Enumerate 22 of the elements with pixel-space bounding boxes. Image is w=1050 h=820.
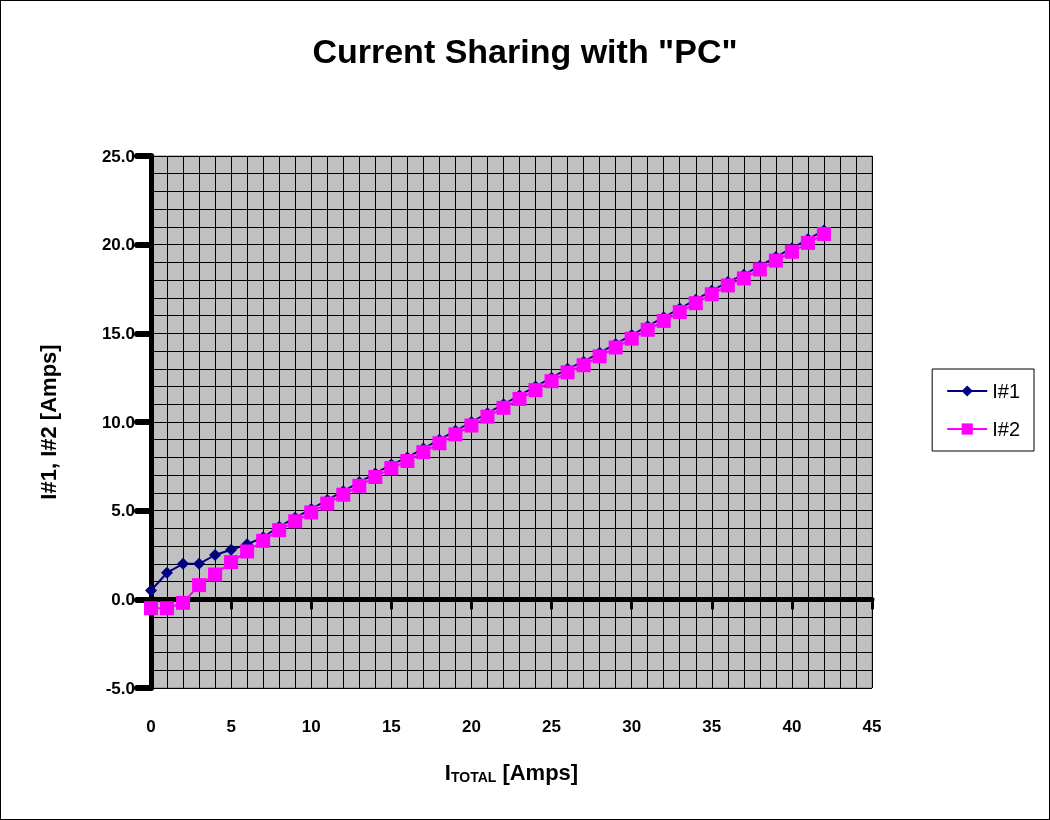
x-tick-label: 10: [301, 717, 321, 736]
chart-title: Current Sharing with "PC": [312, 32, 738, 70]
y-axis-title: I#1, I#2 [Amps]: [35, 344, 61, 500]
legend-label: I#1: [992, 380, 1021, 402]
y-tick-label: 20.0: [101, 235, 135, 255]
x-axis-title: ITOTAL [Amps]: [444, 759, 579, 785]
x-tick-label: 35: [702, 717, 722, 736]
x-tick-label: 45: [862, 717, 882, 736]
x-tick-label: 15: [381, 717, 401, 736]
x-tick-label: 40: [782, 717, 802, 736]
y-tick-label: 5.0: [111, 501, 135, 521]
x-tick-label: 25: [542, 717, 562, 736]
legend-label: I#2: [992, 418, 1021, 440]
x-tick-label: 5: [226, 717, 236, 736]
y-tick-label: 0.0: [111, 589, 135, 609]
y-tick-label: 15.0: [101, 323, 135, 343]
y-tick-label: 10.0: [101, 412, 135, 432]
x-tick-label: 30: [622, 717, 642, 736]
x-tick-label: 20: [461, 717, 481, 736]
y-tick-label: -5.0: [105, 678, 135, 698]
x-tick-label: 0: [146, 717, 156, 736]
y-tick-label: 25.0: [101, 146, 135, 166]
